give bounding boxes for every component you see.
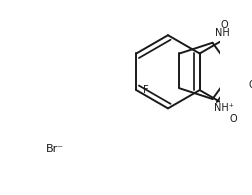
Text: NH⁺: NH⁺ — [214, 103, 234, 113]
Text: O: O — [220, 20, 228, 30]
Text: F: F — [143, 85, 149, 95]
Text: O: O — [229, 114, 237, 124]
Text: O: O — [248, 80, 252, 90]
Text: NH: NH — [215, 28, 230, 38]
Text: Br⁻: Br⁻ — [46, 144, 64, 154]
